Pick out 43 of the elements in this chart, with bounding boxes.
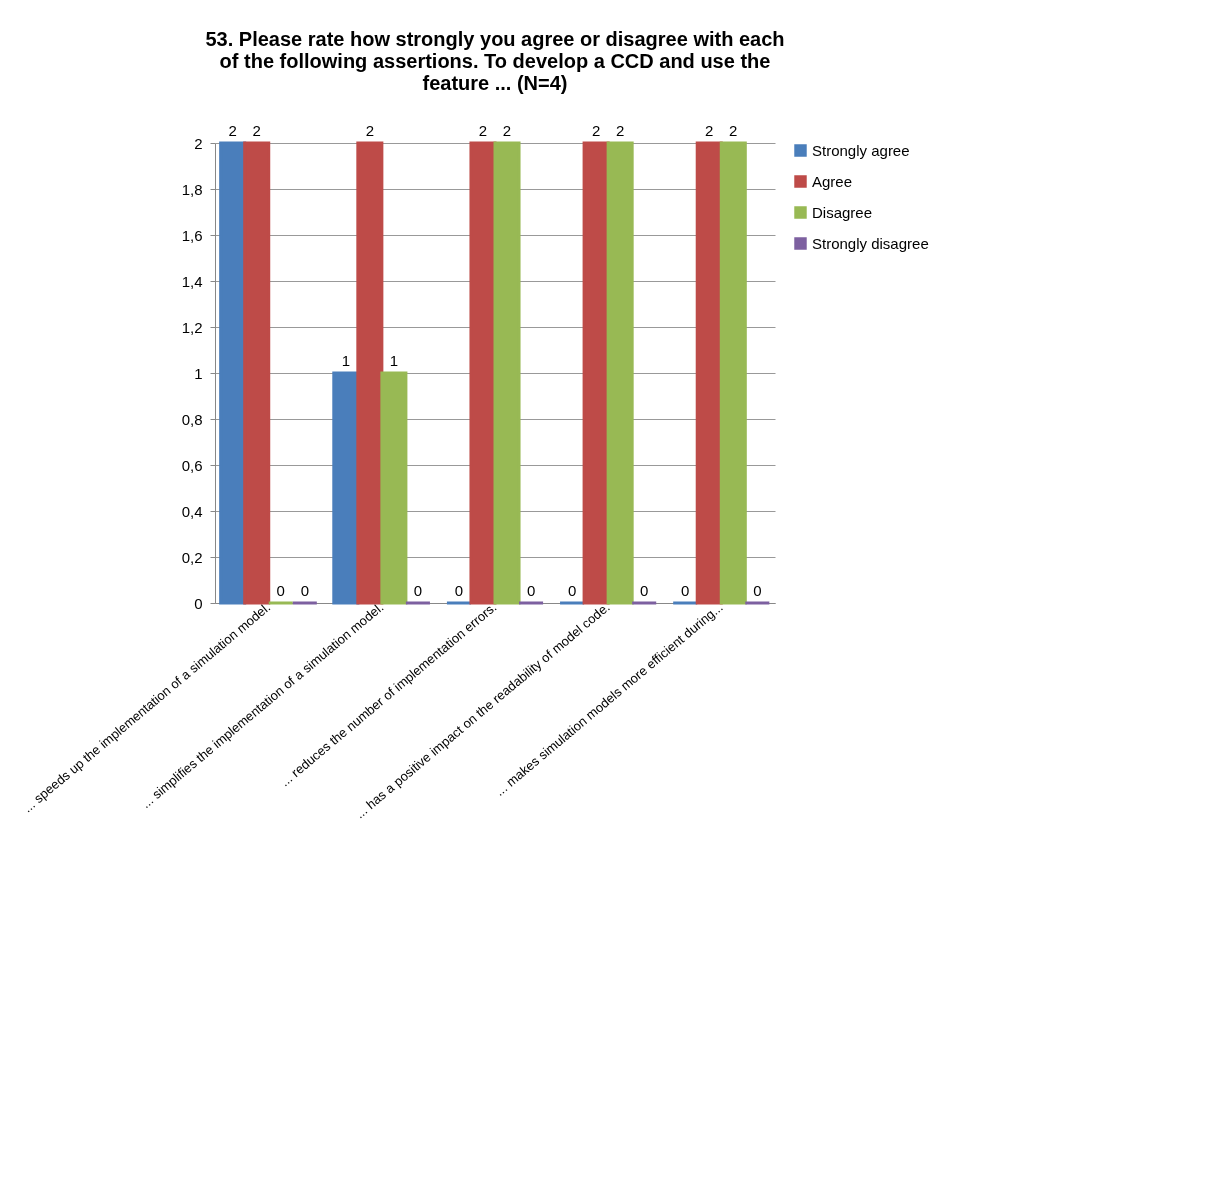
y-tick-label: 1,8 [181, 180, 203, 198]
legend-label: Strongly disagree [812, 234, 929, 252]
data-label: 0 [413, 582, 423, 599]
data-label: 0 [753, 582, 762, 599]
data-label: 0 [526, 582, 536, 599]
y-tick-label: 0,8 [181, 410, 203, 428]
y-tick-label: 0,2 [181, 548, 203, 566]
data-label: 1 [389, 352, 399, 369]
legend-label: Disagree [812, 203, 873, 221]
bar [493, 141, 521, 605]
data-label: 2 [365, 122, 375, 139]
chart-title: 53. Please rate how strongly you agree or disagree with each of the following assertions. To develop a CCD and use the feature ... (N=4) [205, 28, 785, 94]
legend-label: Strongly agree [812, 141, 910, 159]
bar [380, 371, 408, 605]
bar [356, 141, 384, 605]
bar [469, 141, 497, 605]
y-tick-label: 0,6 [181, 456, 203, 474]
data-label: 2 [591, 122, 601, 139]
data-label: 1 [341, 352, 350, 369]
data-label: 2 [615, 122, 625, 139]
y-tick-label: 2 [194, 134, 203, 152]
legend-label: Agree [812, 172, 853, 190]
bar [606, 141, 634, 605]
data-label: 0 [567, 582, 577, 599]
data-label: 2 [478, 122, 488, 139]
data-label: 2 [729, 122, 738, 139]
data-label: 2 [252, 122, 261, 139]
data-label: 0 [454, 582, 464, 599]
y-tick-label: 0,4 [181, 502, 203, 520]
data-label: 0 [640, 582, 649, 599]
bar [243, 141, 271, 605]
data-label: 2 [705, 122, 714, 139]
y-tick-label: 1,4 [181, 272, 203, 290]
y-tick-label: 1,2 [181, 318, 203, 336]
bar [719, 141, 747, 605]
y-tick-label: 1 [194, 364, 203, 382]
y-tick-label: 0 [194, 594, 203, 612]
y-tick-label: 1,6 [181, 226, 203, 244]
data-label: 2 [502, 122, 512, 139]
data-label: 0 [276, 582, 285, 599]
data-label: 2 [228, 122, 237, 139]
data-label: 0 [300, 582, 309, 599]
data-label: 0 [681, 582, 690, 599]
